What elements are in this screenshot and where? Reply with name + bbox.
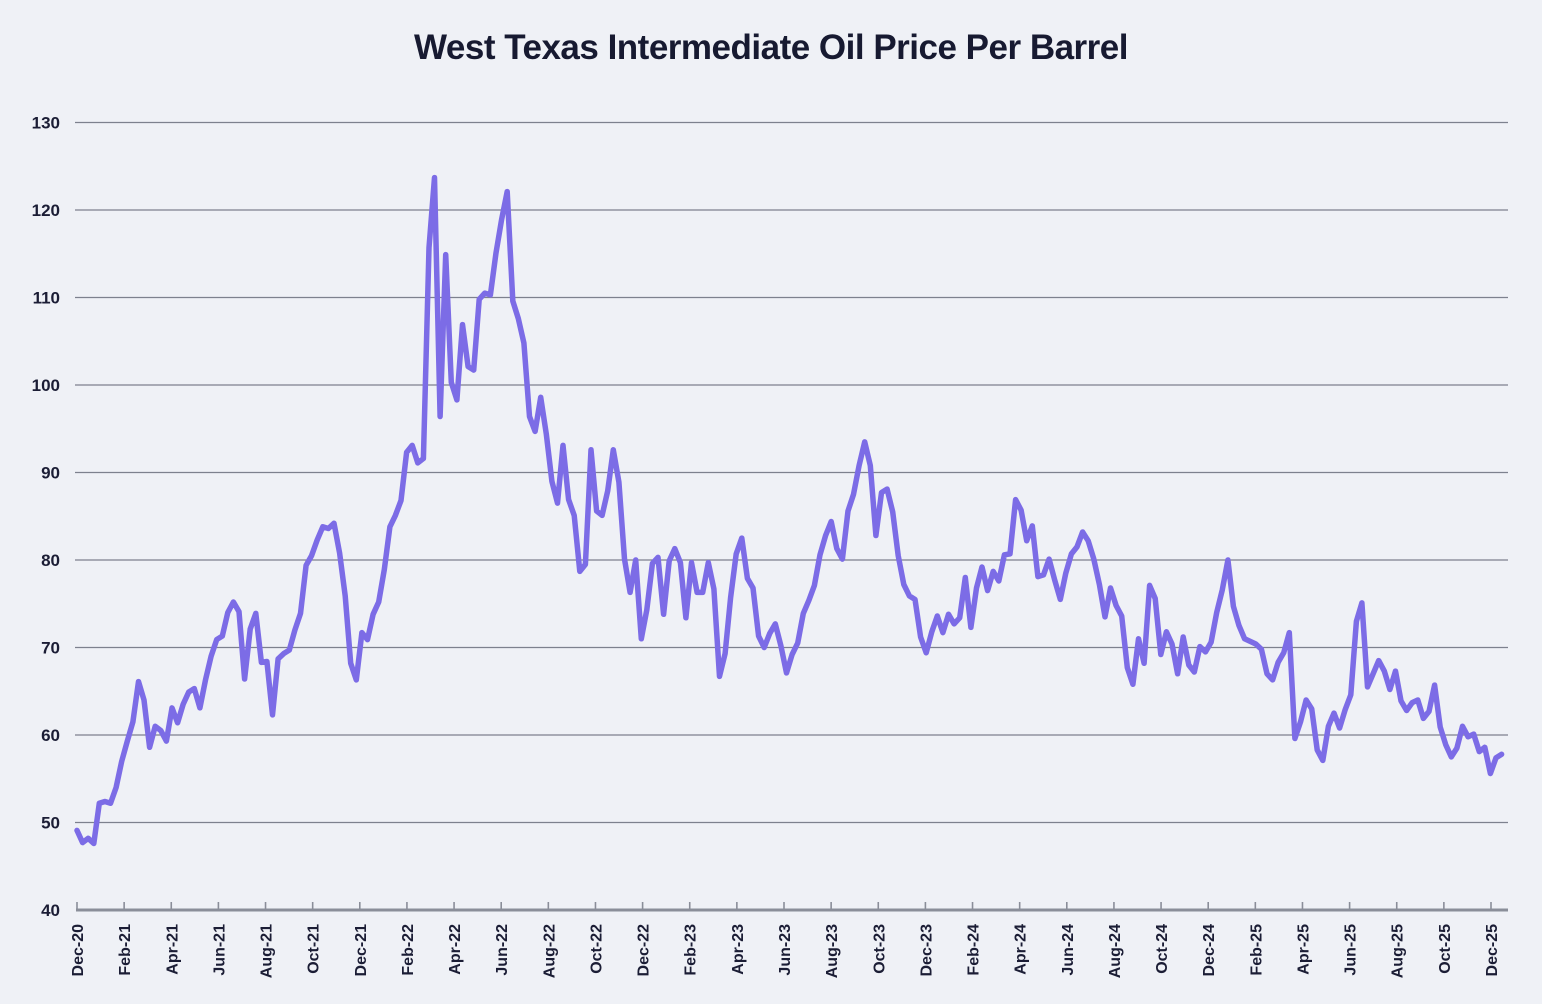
- y-axis-label-90: 90: [41, 464, 60, 483]
- x-axis-label-Feb-23: Feb-23: [683, 924, 700, 976]
- y-axis-label-80: 80: [41, 551, 60, 570]
- x-axis-label-Apr-25: Apr-25: [1295, 924, 1312, 975]
- x-axis-label-Aug-24: Aug-24: [1107, 924, 1124, 978]
- x-axis-label-Apr-24: Apr-24: [1013, 924, 1030, 975]
- x-axis-label-Dec-21: Dec-21: [353, 924, 370, 977]
- x-axis-label-Oct-22: Oct-22: [588, 924, 605, 974]
- x-axis-label-Jun-24: Jun-24: [1060, 924, 1077, 976]
- x-axis-label-Jun-23: Jun-23: [777, 924, 794, 976]
- y-axis-label-70: 70: [41, 639, 60, 658]
- x-axis-label-Feb-24: Feb-24: [966, 924, 983, 976]
- y-axis-label-100: 100: [32, 376, 60, 395]
- x-axis-label-Feb-21: Feb-21: [117, 924, 134, 976]
- x-axis-label-Aug-25: Aug-25: [1390, 924, 1407, 978]
- x-axis-label-Feb-22: Feb-22: [400, 924, 417, 976]
- chart-title: West Texas Intermediate Oil Price Per Ba…: [414, 28, 1129, 67]
- x-axis-label-Apr-22: Apr-22: [447, 924, 464, 975]
- x-axis-label-Dec-25: Dec-25: [1484, 924, 1501, 977]
- x-axis-label-Apr-23: Apr-23: [730, 924, 747, 975]
- x-axis-label-Dec-23: Dec-23: [918, 924, 935, 977]
- x-axis-label-Aug-23: Aug-23: [824, 924, 841, 978]
- wti-price-line: [74, 174, 1505, 847]
- y-axis-label-60: 60: [41, 726, 60, 745]
- y-axis-label-120: 120: [32, 201, 60, 220]
- y-axis-label-50: 50: [41, 814, 60, 833]
- y-axis-label-130: 130: [32, 114, 60, 133]
- y-axis-label-40: 40: [41, 901, 60, 920]
- y-axis-label-110: 110: [33, 289, 60, 308]
- x-axis-label-Oct-24: Oct-24: [1154, 924, 1171, 974]
- x-axis-label-Jun-25: Jun-25: [1343, 924, 1360, 976]
- x-axis-label-Dec-24: Dec-24: [1201, 924, 1218, 977]
- x-axis-label-Dec-20: Dec-20: [70, 924, 87, 977]
- x-axis-label-Oct-23: Oct-23: [871, 924, 888, 974]
- x-axis-label-Jun-21: Jun-21: [211, 924, 228, 976]
- x-axis-label-Oct-25: Oct-25: [1437, 924, 1454, 974]
- x-axis-label-Oct-21: Oct-21: [306, 924, 323, 974]
- x-axis-label-Apr-21: Apr-21: [164, 924, 181, 975]
- x-axis-label-Dec-22: Dec-22: [636, 924, 653, 977]
- x-axis-label-Aug-21: Aug-21: [259, 924, 276, 978]
- x-axis-label-Feb-25: Feb-25: [1248, 924, 1265, 976]
- x-axis-label-Jun-22: Jun-22: [494, 924, 511, 976]
- x-axis-label-Aug-22: Aug-22: [541, 924, 558, 978]
